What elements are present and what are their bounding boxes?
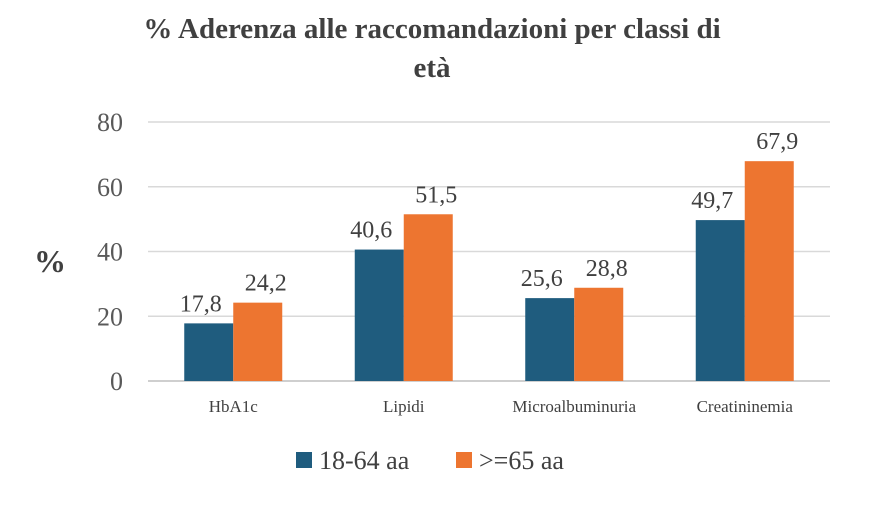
y-tick-label: 80 [97,108,123,137]
bar-series-1 [354,249,404,381]
bar-series-2 [744,161,794,381]
bar-series-2 [233,302,283,381]
legend-swatch [296,452,312,468]
chart-title-line-2: età [413,52,451,84]
y-tick-label: 60 [97,173,123,202]
data-labels: 17,8 24,2 40,6 51,5 25,6 28,8 49,7 67,9 [180,129,799,317]
y-tick-label: 40 [97,238,123,267]
data-label: 17,8 [180,291,222,317]
data-label: 28,8 [586,256,628,282]
y-tick-label: 20 [97,302,123,331]
x-category-label: Microalbuminuria [512,397,636,416]
bar-series-1 [695,220,745,381]
bars [184,161,794,381]
data-label: 49,7 [691,188,733,214]
chart-title-line-1: % Aderenza alle raccomandazioni per clas… [143,13,720,45]
legend-swatch [456,452,472,468]
y-axis-ticks: 0 20 40 60 80 [97,108,123,396]
x-category-label: Creatininemia [697,397,794,416]
y-axis-label: % [34,243,66,279]
bar-series-2 [574,287,624,381]
x-axis-categories: HbA1c Lipidi Microalbuminuria Creatininemia [209,397,794,416]
data-label: 51,5 [415,182,457,208]
legend: 18-64 aa >=65 aa [296,446,564,475]
data-label: 67,9 [756,129,798,155]
data-label: 25,6 [521,266,563,292]
data-label: 40,6 [350,218,392,244]
bar-series-1 [525,298,575,381]
data-label: 24,2 [245,271,287,297]
legend-label: 18-64 aa [319,446,410,475]
bar-series-1 [184,323,234,381]
y-tick-label: 0 [110,367,123,396]
legend-label: >=65 aa [479,446,564,475]
x-category-label: HbA1c [209,397,259,416]
bar-series-2 [403,214,453,381]
x-category-label: Lipidi [383,397,425,416]
